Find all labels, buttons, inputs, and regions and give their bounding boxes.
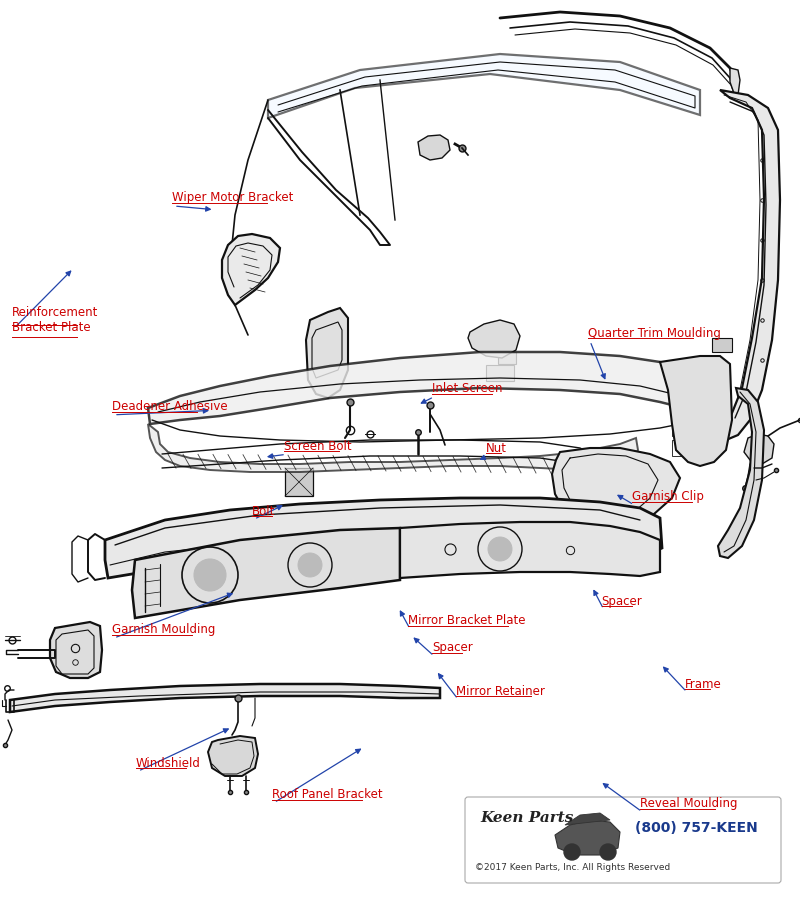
Text: Garnish Clip: Garnish Clip bbox=[632, 491, 704, 503]
Text: Deadener Adhesive: Deadener Adhesive bbox=[112, 400, 228, 413]
Circle shape bbox=[488, 537, 512, 561]
FancyBboxPatch shape bbox=[465, 797, 781, 883]
Polygon shape bbox=[552, 448, 680, 528]
Circle shape bbox=[298, 553, 322, 577]
Text: ©2017 Keen Parts, Inc. All Rights Reserved: ©2017 Keen Parts, Inc. All Rights Reserv… bbox=[475, 863, 670, 872]
Polygon shape bbox=[730, 68, 740, 96]
Polygon shape bbox=[565, 813, 610, 825]
Text: Garnish Moulding: Garnish Moulding bbox=[112, 624, 215, 636]
Polygon shape bbox=[660, 356, 732, 466]
Polygon shape bbox=[208, 736, 258, 776]
Polygon shape bbox=[10, 684, 440, 712]
Polygon shape bbox=[400, 522, 660, 578]
Text: Screen Bolt: Screen Bolt bbox=[284, 440, 352, 453]
Polygon shape bbox=[105, 498, 662, 578]
Text: Mirror Bracket Plate: Mirror Bracket Plate bbox=[408, 615, 526, 627]
Text: Nut: Nut bbox=[486, 442, 506, 454]
Text: Windshield: Windshield bbox=[136, 757, 201, 770]
Polygon shape bbox=[222, 234, 280, 305]
Polygon shape bbox=[268, 54, 700, 118]
Text: (800) 757-KEEN: (800) 757-KEEN bbox=[635, 821, 758, 835]
Polygon shape bbox=[744, 434, 774, 464]
Text: Reinforcement
Bracket Plate: Reinforcement Bracket Plate bbox=[12, 306, 98, 335]
Bar bbox=[318, 360, 334, 370]
Text: Frame: Frame bbox=[685, 678, 722, 690]
Bar bbox=[486, 365, 514, 381]
Polygon shape bbox=[718, 388, 764, 558]
Text: Spacer: Spacer bbox=[432, 642, 473, 654]
Polygon shape bbox=[148, 352, 730, 424]
Polygon shape bbox=[306, 308, 348, 398]
Text: Wiper Motor Bracket: Wiper Motor Bracket bbox=[172, 192, 294, 204]
Polygon shape bbox=[148, 424, 638, 472]
Text: Roof Panel Bracket: Roof Panel Bracket bbox=[272, 788, 382, 801]
Bar bbox=[498, 352, 516, 364]
Polygon shape bbox=[418, 135, 450, 160]
Polygon shape bbox=[50, 622, 102, 678]
Text: Quarter Trim Moulding: Quarter Trim Moulding bbox=[588, 327, 721, 339]
Circle shape bbox=[194, 559, 226, 591]
Circle shape bbox=[600, 844, 616, 860]
Text: Bolt: Bolt bbox=[252, 505, 275, 518]
Circle shape bbox=[564, 844, 580, 860]
Text: Reveal Moulding: Reveal Moulding bbox=[640, 797, 738, 810]
Bar bbox=[672, 440, 714, 456]
Text: Spacer: Spacer bbox=[602, 595, 642, 608]
Polygon shape bbox=[132, 528, 400, 618]
Polygon shape bbox=[555, 820, 620, 855]
Bar bbox=[712, 338, 732, 352]
Polygon shape bbox=[720, 90, 780, 440]
Bar bbox=[318, 342, 334, 356]
Bar bbox=[672, 400, 714, 416]
Text: Keen Parts: Keen Parts bbox=[480, 811, 574, 825]
Text: Mirror Retainer: Mirror Retainer bbox=[456, 685, 545, 698]
Bar bbox=[285, 468, 313, 496]
Bar bbox=[672, 420, 714, 436]
Polygon shape bbox=[468, 320, 520, 358]
Bar bbox=[672, 380, 714, 396]
Text: Inlet Screen: Inlet Screen bbox=[432, 382, 502, 395]
